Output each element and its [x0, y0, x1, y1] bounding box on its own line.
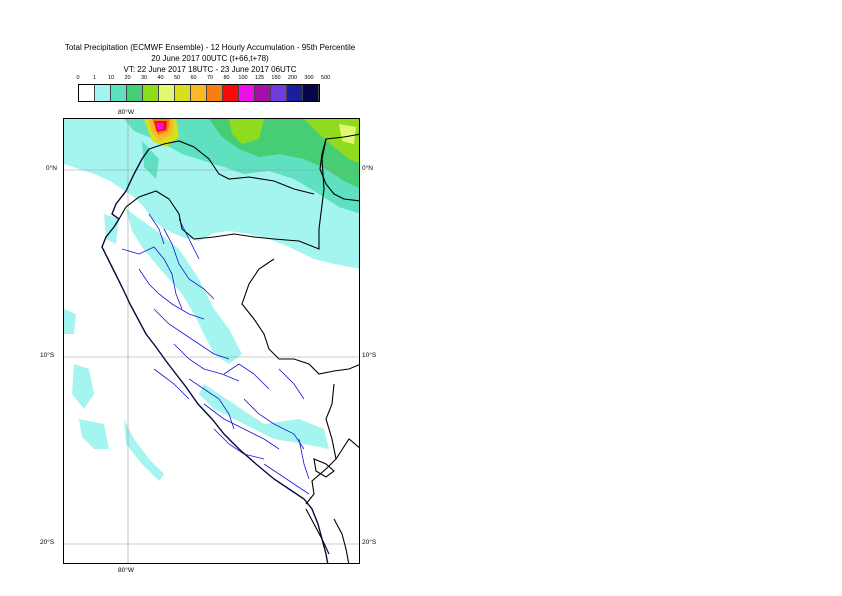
- precip-band-1-10: [199, 384, 329, 449]
- legend-threshold-label: 70: [206, 75, 214, 81]
- legend-swatch: [79, 85, 95, 101]
- precip-band-100-125: [156, 123, 164, 130]
- legend-swatch: [207, 85, 223, 101]
- border-peru-brazil: [241, 258, 359, 375]
- precip-band-1-10: [104, 214, 119, 244]
- lat-label-10S-right: 10°S: [362, 352, 377, 359]
- precip-band-1-10: [79, 419, 109, 449]
- legend-swatch: [287, 85, 303, 101]
- chart-subtitle-valid-time: VT: 22 June 2017 18UTC - 23 June 2017 06…: [123, 65, 297, 74]
- precip-band-1-10: [64, 309, 76, 334]
- coastline: [101, 148, 329, 563]
- legend-swatch: [191, 85, 207, 101]
- legend-swatch: [223, 85, 239, 101]
- legend-swatch: [239, 85, 255, 101]
- lon-label-bottom: 80°W: [118, 567, 134, 574]
- lat-label-10S-left: 10°S: [40, 352, 55, 359]
- legend-threshold-label: 10: [107, 75, 115, 81]
- precip-band-10-20: [142, 141, 159, 179]
- border-ecuador-peru: [118, 190, 195, 240]
- legend-threshold-label: 50: [173, 75, 181, 81]
- legend-threshold-label: 100: [238, 75, 248, 81]
- legend-threshold-label: 125: [254, 75, 265, 81]
- precip-shading: [64, 119, 359, 481]
- legend-swatch: [95, 85, 111, 101]
- precip-band-40-50: [339, 124, 356, 144]
- legend-threshold-label: 300: [304, 75, 314, 81]
- border-ecuador-colombia: [148, 140, 315, 195]
- lat-label-0N-left: 0°N: [46, 165, 57, 172]
- border-lake-titicaca: [313, 458, 335, 478]
- legend-threshold-label: 1: [92, 75, 97, 81]
- border-chile-argentina: [333, 518, 350, 563]
- precipitation-map: [63, 118, 360, 564]
- chart-subtitle-run: 20 June 2017 00UTC (t+66,t+78): [151, 54, 269, 63]
- legend-threshold-label: 30: [140, 75, 148, 81]
- precip-band-1-10: [72, 364, 94, 409]
- precip-band-1-10: [124, 419, 164, 481]
- legend-threshold-label: 0: [76, 75, 80, 81]
- legend-threshold-label: 60: [190, 75, 197, 81]
- legend-swatch: [255, 85, 271, 101]
- gridlines: [64, 119, 359, 563]
- color-legend: [78, 84, 320, 102]
- legend-threshold-label: 40: [157, 75, 164, 81]
- legend-swatch: [127, 85, 143, 101]
- lon-label-top: 80°W: [118, 109, 134, 116]
- legend-threshold-label: 80: [223, 75, 230, 81]
- lat-label-20S-right: 20°S: [362, 539, 377, 546]
- legend-swatch: [271, 85, 287, 101]
- legend-swatch: [303, 85, 319, 101]
- border-bolivia-brazil: [335, 438, 359, 460]
- legend-swatch: [111, 85, 127, 101]
- country-borders: [118, 133, 359, 563]
- border-colombia-brazil: [319, 138, 359, 202]
- precip-band-30-40: [229, 119, 264, 144]
- legend-threshold-label: 500: [320, 75, 331, 81]
- lat-label-0N-right: 0°N: [362, 165, 373, 172]
- legend-threshold-label: 150: [271, 75, 281, 81]
- legend-threshold-label: 20: [124, 75, 131, 81]
- legend-swatch: [159, 85, 175, 101]
- lat-label-20S-left: 20°S: [40, 539, 55, 546]
- border-chile-bolivia: [305, 508, 330, 555]
- department-boundaries: [121, 213, 310, 495]
- legend-threshold-labels: 0 1 10 20 30 40 50 60 70 80 100 125 150 200 300 500: [70, 75, 370, 84]
- legend-swatch: [143, 85, 159, 101]
- legend-threshold-label: 200: [287, 75, 298, 81]
- chart-title: Total Precipitation (ECMWF Ensemble) - 1…: [64, 43, 356, 52]
- legend-swatch: [175, 85, 191, 101]
